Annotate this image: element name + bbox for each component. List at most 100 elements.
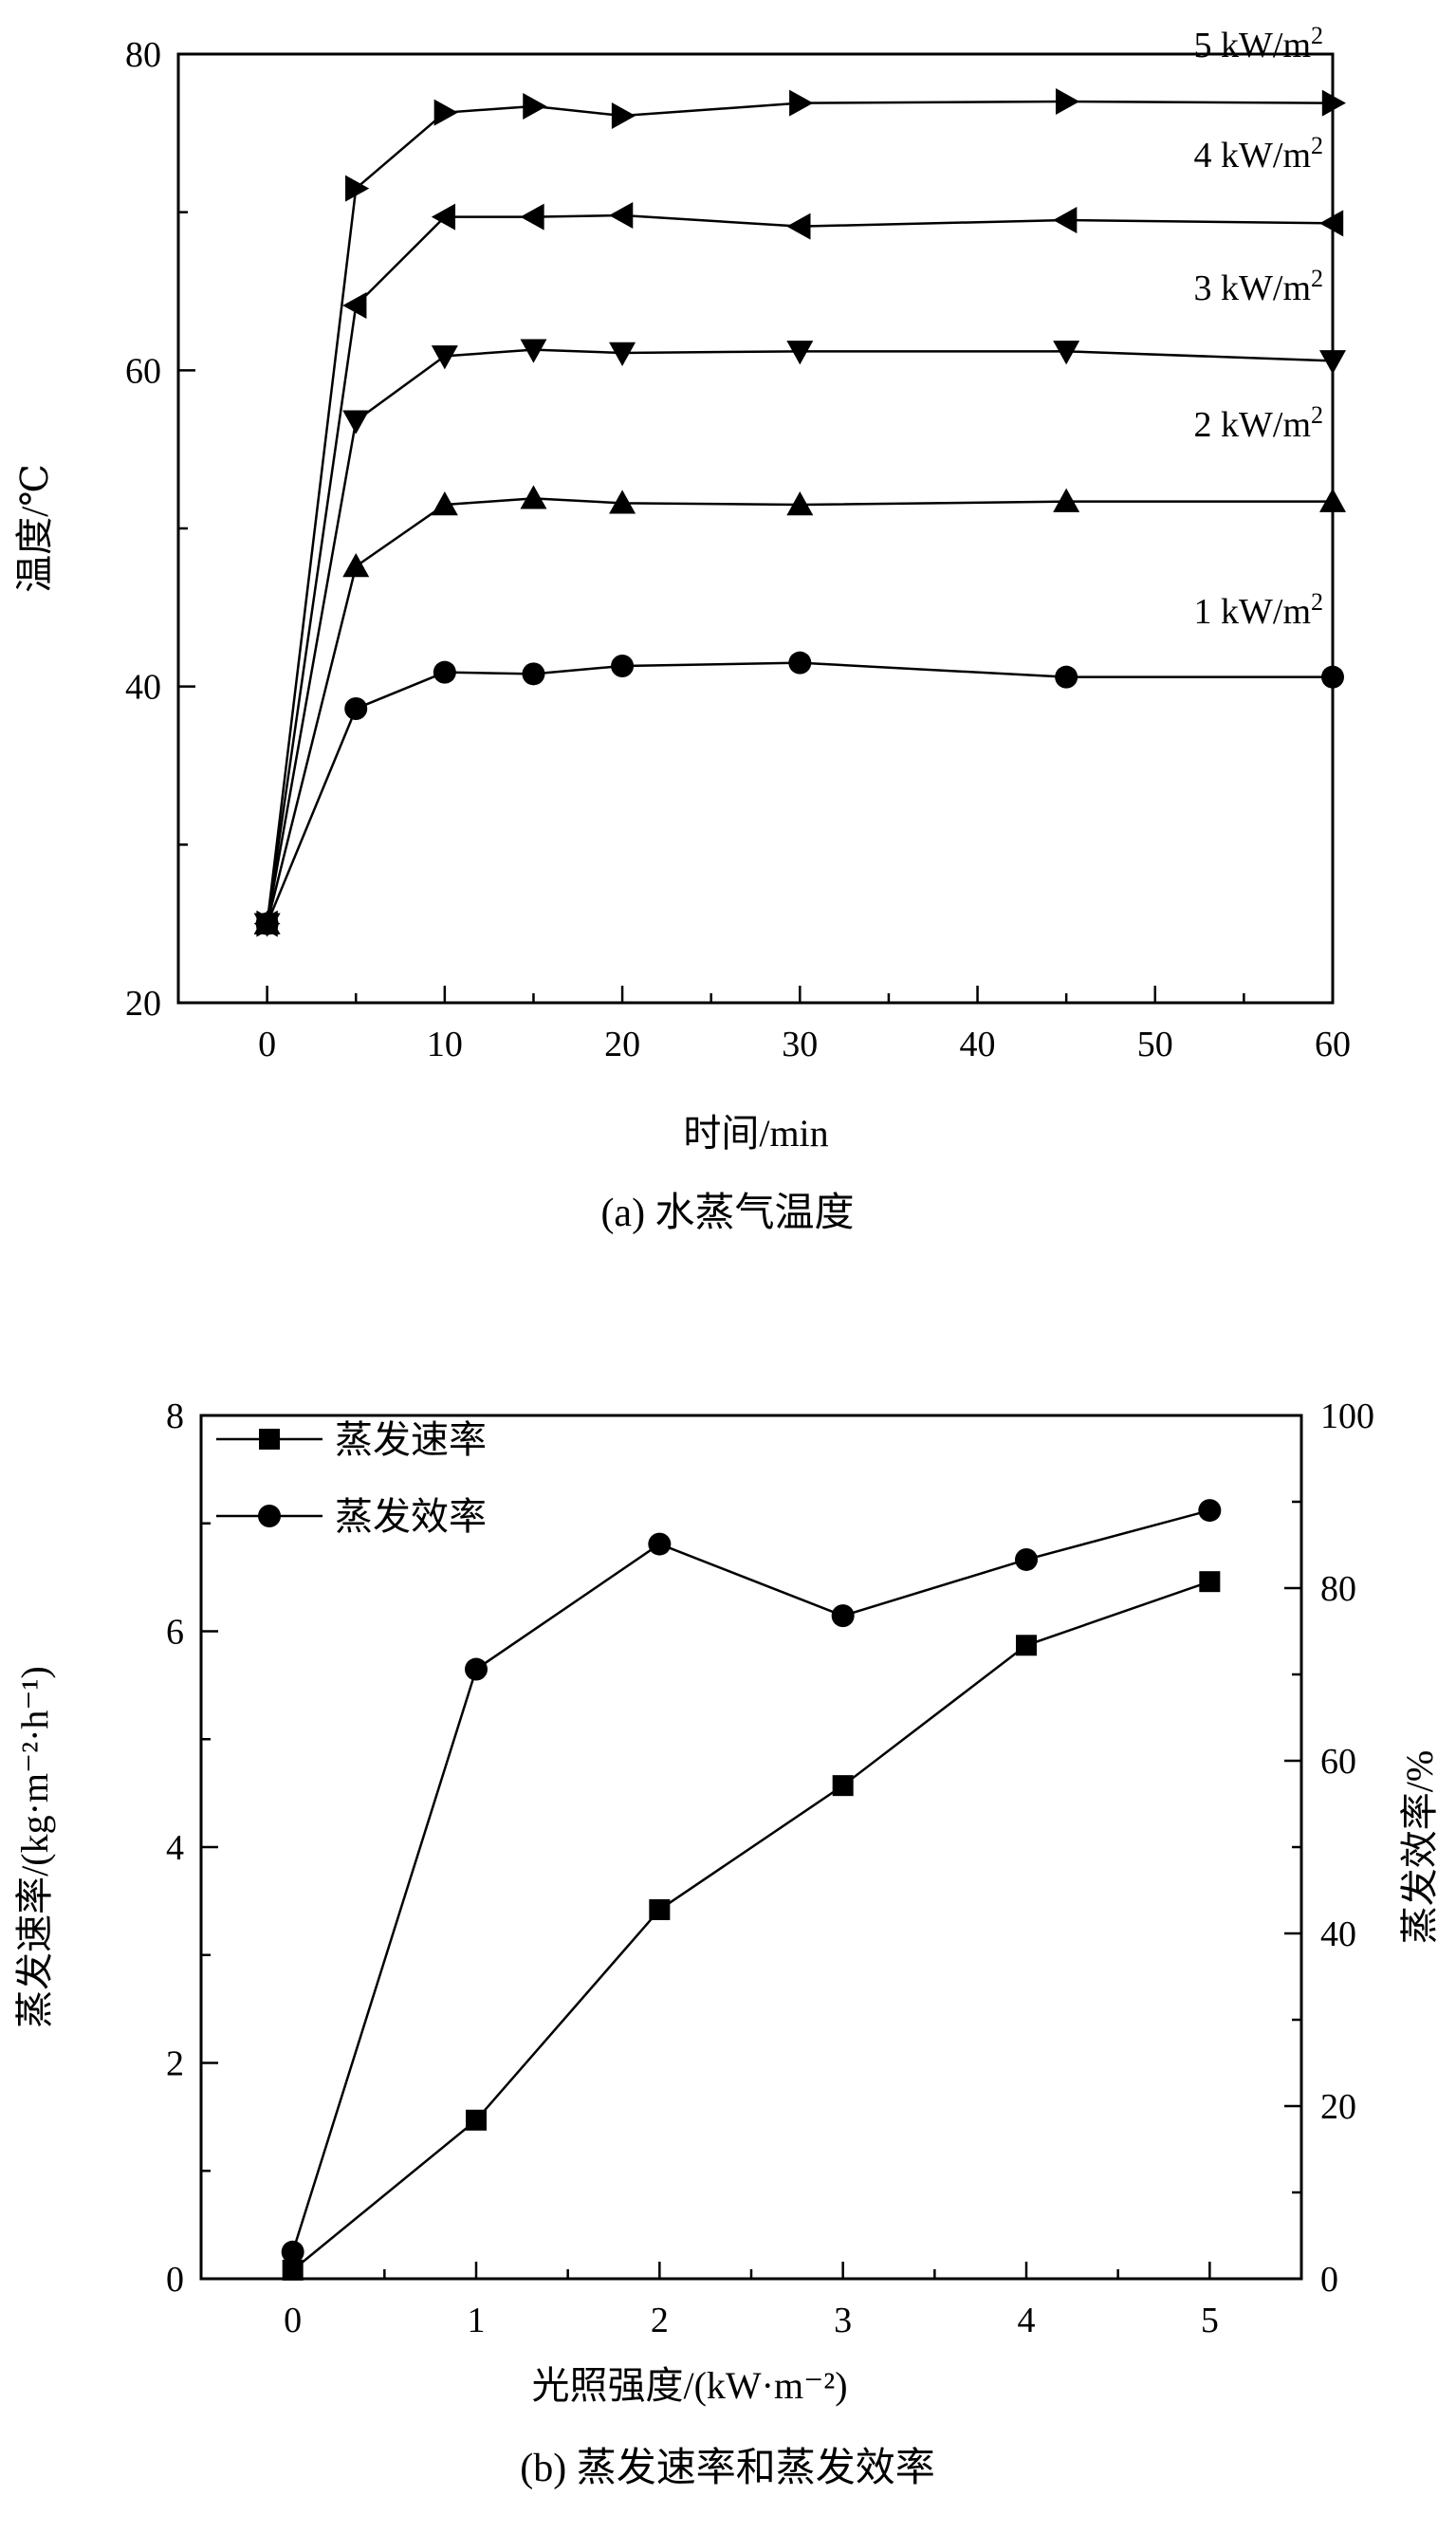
series-label: 4 kW/m2 <box>1194 132 1323 176</box>
legend-label-efficiency: 蒸发效率 <box>335 1495 487 1538</box>
data-point-square <box>466 2109 487 2131</box>
data-point-triangle-down <box>1053 341 1080 365</box>
data-point-triangle-left <box>342 292 367 319</box>
data-point-triangle-right <box>345 175 370 202</box>
y-left-tick-label: 8 <box>166 1396 184 1436</box>
data-point-triangle-left <box>431 203 456 231</box>
series-label: 1 kW/m2 <box>1194 588 1323 633</box>
data-point-triangle-up <box>1319 488 1346 512</box>
series-line-2kw <box>266 497 1333 924</box>
data-point-square <box>832 1775 854 1797</box>
series-label-base: 4 kW/m <box>1194 136 1311 176</box>
series-label: 2 kW/m2 <box>1194 401 1323 446</box>
x-tick-label: 0 <box>284 2301 302 2340</box>
legend-marker-circle <box>258 1505 281 1527</box>
x-tick-label: 3 <box>834 2301 852 2340</box>
data-point-circle <box>788 651 812 675</box>
x-tick-label: 10 <box>427 1025 463 1064</box>
data-point-triangle-down <box>786 341 814 365</box>
data-point-circle <box>344 697 368 720</box>
data-point-circle <box>648 1532 672 1556</box>
data-point-triangle-left <box>1053 207 1078 233</box>
data-point-triangle-right <box>523 93 547 120</box>
series-label-base: 2 kW/m <box>1194 405 1311 445</box>
series-label-superscript: 2 <box>1311 132 1323 159</box>
chart-b-y-axis-title-left: 蒸发速率/(kg·m⁻²·h⁻¹) <box>13 1666 56 2028</box>
data-point-circle <box>465 1657 488 1681</box>
legend-marker-square <box>259 1429 280 1450</box>
data-point-triangle-up <box>1053 488 1080 512</box>
y-left-tick-label: 4 <box>166 1828 184 1868</box>
series-label: 3 kW/m2 <box>1194 265 1323 309</box>
data-point-circle <box>433 660 456 684</box>
data-point-triangle-up <box>431 491 458 516</box>
y-tick-label: 80 <box>125 35 161 75</box>
data-point-triangle-right <box>433 99 458 126</box>
chart-a-caption: (a) 水蒸气温度 <box>600 1192 854 1235</box>
x-tick-label: 1 <box>468 2301 486 2340</box>
chart-b-series <box>281 1499 1222 2281</box>
series-line-1kw <box>266 661 1333 925</box>
data-point-triangle-down <box>609 342 636 366</box>
data-point-circle <box>522 662 545 686</box>
data-point-triangle-right <box>611 102 636 129</box>
series-line-4kw <box>266 213 1334 924</box>
series-label-superscript: 2 <box>1311 22 1323 49</box>
x-tick-label: 40 <box>960 1025 996 1064</box>
data-point-triangle-up <box>609 490 636 514</box>
series-label: 5 kW/m2 <box>1194 22 1323 66</box>
data-point-circle <box>1198 1499 1222 1523</box>
data-point-circle <box>1015 1547 1038 1571</box>
chart-b-caption: (b) 蒸发速率和蒸发效率 <box>520 2446 934 2490</box>
chart-b-x-axis-title: 光照强度/(kW·m⁻²) <box>531 2364 847 2407</box>
data-point-triangle-right <box>1055 88 1080 115</box>
y-right-tick-label: 0 <box>1320 2260 1338 2300</box>
x-tick-label: 50 <box>1137 1025 1173 1064</box>
data-point-square <box>1199 1571 1221 1593</box>
data-point-triangle-down <box>431 345 458 370</box>
data-point-triangle-left <box>1319 210 1344 237</box>
data-point-circle <box>281 2240 304 2264</box>
chart-b-y-axis-title-right: 蒸发效率/% <box>1398 1750 1441 1944</box>
data-point-triangle-left <box>520 203 544 231</box>
series-line-3kw <box>266 348 1334 924</box>
chart-a-y-axis-title: 温度/℃ <box>13 464 56 593</box>
data-point-triangle-right <box>789 89 814 117</box>
data-point-circle <box>1055 665 1078 689</box>
x-tick-label: 2 <box>651 2301 669 2340</box>
y-tick-label: 20 <box>125 984 161 1024</box>
series-label-superscript: 2 <box>1311 401 1323 429</box>
data-point-triangle-up <box>786 491 814 516</box>
data-point-circle <box>1321 665 1344 689</box>
data-point-triangle-left <box>609 202 634 229</box>
chart-a-series <box>253 88 1346 937</box>
series-label-base: 1 kW/m <box>1194 592 1311 632</box>
data-point-triangle-up <box>342 553 370 578</box>
data-point-circle <box>831 1604 855 1628</box>
data-point-triangle-down <box>1319 350 1346 375</box>
data-point-triangle-up <box>520 485 547 509</box>
series-line-evaporation-efficiency <box>291 1508 1210 2253</box>
chart-a-x-axis-title: 时间/min <box>683 1112 828 1155</box>
y-tick-label: 60 <box>125 351 161 391</box>
x-tick-label: 4 <box>1018 2301 1036 2340</box>
data-point-circle <box>611 655 635 677</box>
x-tick-label: 30 <box>782 1025 818 1064</box>
series-line-evaporation-rate <box>291 1580 1210 2271</box>
y-tick-label: 40 <box>125 668 161 708</box>
x-tick-label: 5 <box>1201 2301 1219 2340</box>
y-left-tick-label: 0 <box>166 2260 184 2300</box>
series-label-superscript: 2 <box>1311 265 1323 292</box>
x-tick-label: 0 <box>258 1025 276 1064</box>
y-right-tick-label: 80 <box>1320 1569 1356 1609</box>
series-label-base: 3 kW/m <box>1194 268 1311 308</box>
x-tick-label: 60 <box>1315 1025 1351 1064</box>
data-point-triangle-left <box>786 213 811 240</box>
y-right-tick-label: 100 <box>1320 1396 1374 1436</box>
chart-a-series-labels: 1 kW/m22 kW/m23 kW/m24 kW/m25 kW/m2 <box>1194 22 1323 633</box>
data-point-triangle-down <box>342 410 370 434</box>
